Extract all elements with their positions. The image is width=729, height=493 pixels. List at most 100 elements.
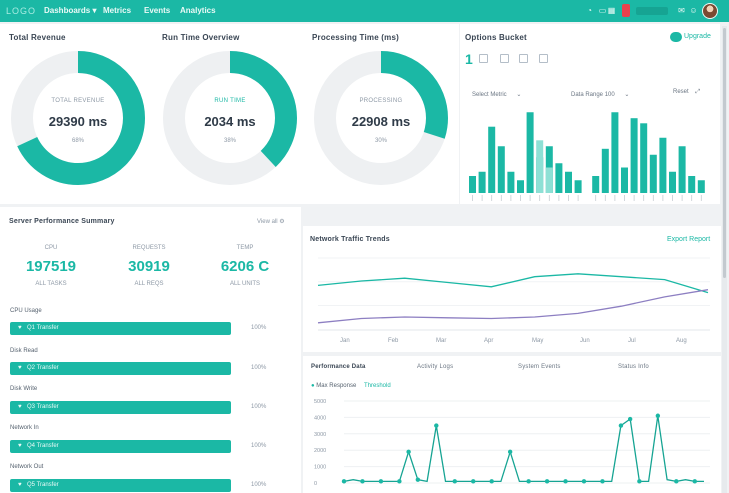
- heart-icon: ♥: [18, 443, 22, 449]
- progress-bar-label-5: Q5 Transfer: [27, 482, 59, 488]
- events-point: [526, 479, 531, 484]
- options-title: Options Bucket: [465, 33, 527, 42]
- donut-chart-2: [163, 51, 297, 185]
- nav-dashboards[interactable]: Dashboards ▾: [44, 6, 97, 15]
- donut-pct-1: 68%: [71, 138, 84, 144]
- option-bar: [478, 171, 486, 193]
- events-point: [655, 413, 661, 418]
- option-bar: [507, 171, 515, 193]
- view-all-label: View all: [257, 219, 278, 225]
- scrollbar-thumb[interactable]: [723, 28, 726, 278]
- row-value-1: 100%: [251, 325, 267, 331]
- user-icon[interactable]: ☺: [689, 6, 698, 15]
- events-series: [343, 415, 704, 483]
- events-tab-1[interactable]: Performance Data: [311, 364, 366, 370]
- donut-chart-1: [11, 51, 145, 185]
- events-point: [471, 479, 476, 484]
- options-number: 1: [465, 51, 473, 67]
- option-bar: [649, 154, 657, 193]
- heart-icon: ♥: [18, 482, 22, 488]
- x-tick-label: Feb: [388, 338, 399, 344]
- row-value-2: 100%: [251, 365, 267, 371]
- export-report-link[interactable]: Export Report: [667, 236, 711, 243]
- events-point: [507, 449, 513, 455]
- messages-icon[interactable]: ▭: [598, 6, 607, 15]
- events-point: [406, 449, 411, 455]
- notifications-icon[interactable]: ◔: [587, 6, 592, 15]
- events-point: [618, 423, 624, 428]
- donut-title-1: Total Revenue: [9, 33, 66, 42]
- events-point: [674, 479, 679, 484]
- traffic-title: Network Traffic Trends: [310, 236, 390, 243]
- option-bar: [526, 112, 534, 193]
- options-bar-chart: [469, 112, 705, 201]
- x-tick-label: Jun: [580, 338, 590, 344]
- upgrade-link[interactable]: Upgrade: [684, 33, 711, 40]
- events-tab-3[interactable]: System Events: [518, 364, 561, 370]
- progress-bar-2[interactable]: ♥ Q2 Transfer: [10, 362, 231, 375]
- nav-analytics[interactable]: Analytics: [180, 6, 216, 15]
- nav-events[interactable]: Events: [144, 6, 171, 15]
- option-bar-secondary: [545, 167, 553, 193]
- app-logo[interactable]: LOGO: [6, 6, 37, 16]
- metric-dropdown-label: Select Metric: [472, 92, 507, 98]
- stat-sub-1: ALL TASKS: [35, 281, 67, 287]
- expand-icon: ⤢: [695, 89, 701, 95]
- search-input[interactable]: [636, 7, 668, 15]
- progress-bar-4[interactable]: ♥ Q4 Transfer: [10, 440, 231, 453]
- option-bar: [497, 146, 505, 193]
- events-point: [544, 479, 550, 484]
- option-bar: [640, 123, 648, 193]
- alert-badge[interactable]: [622, 4, 630, 17]
- image-icon[interactable]: [519, 54, 528, 63]
- events-point: [397, 479, 402, 484]
- copy-icon[interactable]: [539, 54, 548, 63]
- reset-label: Reset: [673, 89, 689, 95]
- option-bar: [688, 176, 696, 193]
- events-point: [415, 477, 421, 482]
- progress-bar-1[interactable]: ♥ Q1 Transfer: [10, 322, 231, 335]
- row-label-5: Network Out: [10, 464, 44, 470]
- legend-a: Max Response: [316, 383, 357, 389]
- grid-icon[interactable]: [500, 54, 509, 63]
- chevron-down-icon: ⌄: [624, 92, 630, 98]
- file-icon[interactable]: [479, 54, 488, 63]
- y-tick-label: 0: [314, 481, 317, 487]
- donut-value-2: 2034 ms: [204, 114, 256, 129]
- option-bar: [659, 137, 667, 193]
- events-point: [360, 479, 365, 484]
- stat-value-1: 197519: [25, 258, 77, 275]
- nav-metrics[interactable]: Metrics: [103, 6, 132, 15]
- option-bar: [621, 167, 628, 193]
- events-point: [341, 479, 347, 484]
- traffic-panel: [303, 226, 721, 352]
- progress-bar-3[interactable]: ♥ Q3 Transfer: [10, 401, 231, 414]
- upgrade-icon[interactable]: [670, 32, 682, 42]
- events-tab-4[interactable]: Status Info: [618, 364, 649, 370]
- option-bar: [469, 176, 476, 193]
- option-bar: [601, 148, 609, 193]
- option-bar: [488, 126, 496, 193]
- x-tick-label: Apr: [484, 338, 493, 344]
- events-panel: [303, 356, 721, 493]
- donut-label-3: PROCESSING: [359, 98, 403, 104]
- avatar[interactable]: [702, 3, 718, 19]
- heart-icon: ♥: [18, 325, 22, 331]
- donut-arc-1: [11, 51, 145, 185]
- mail-icon[interactable]: ✉: [678, 6, 685, 15]
- progress-bar-5[interactable]: ♥ Q5 Transfer: [10, 479, 231, 492]
- x-tick-label: Jul: [628, 338, 636, 344]
- row-value-3: 100%: [251, 404, 267, 410]
- progress-bar-label-3: Q3 Transfer: [27, 404, 59, 410]
- row-label-4: Network In: [10, 425, 39, 431]
- reset-button[interactable]: Reset ⤢: [673, 89, 700, 96]
- metric-dropdown[interactable]: Select Metric ⌄: [472, 91, 521, 98]
- option-bar: [565, 171, 572, 193]
- range-dropdown[interactable]: Data Range 100 ⌄: [571, 91, 629, 98]
- view-all-link[interactable]: View all ⚙: [257, 218, 285, 225]
- calendar-icon[interactable]: ▦: [607, 6, 616, 15]
- stat-label-3: TEMP: [236, 245, 254, 251]
- progress-bar-label-1: Q1 Transfer: [27, 325, 59, 331]
- events-tab-2[interactable]: Activity Logs: [417, 364, 454, 370]
- events-point: [692, 479, 697, 484]
